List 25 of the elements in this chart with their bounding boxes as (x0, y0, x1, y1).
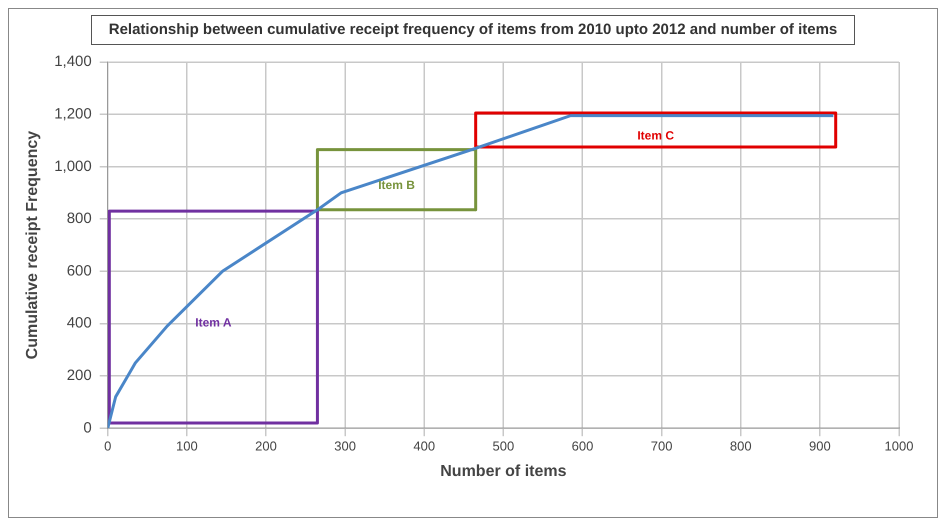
series-label: Item C (637, 128, 674, 142)
x-tick-label: 600 (572, 438, 594, 454)
y-tick-label: 1,000 (54, 158, 92, 175)
x-axis-title: Number of items (440, 462, 567, 480)
x-tick-label: 0 (104, 438, 112, 454)
y-tick-label: 200 (66, 367, 92, 384)
x-tick-label: 900 (809, 438, 831, 454)
y-tick-label: 600 (66, 262, 92, 280)
x-tick-label: 700 (650, 438, 672, 454)
x-tick-label: 800 (730, 438, 752, 454)
y-tick-label: 0 (83, 419, 92, 436)
x-tick-label: 200 (255, 438, 277, 454)
chart-title: Relationship between cumulative receipt frequency of items from 2010 upto 2012 and number of items (91, 15, 855, 45)
y-tick-label: 1,200 (54, 105, 92, 122)
y-tick-label: 400 (66, 314, 92, 332)
y-tick-label: 800 (66, 210, 92, 228)
x-tick-label: 500 (492, 438, 514, 454)
text: Item A (195, 315, 232, 330)
x-tick-label: 1000 (884, 438, 914, 454)
x-tick-label: 300 (334, 438, 356, 454)
text: Item B (378, 178, 416, 192)
x-tick-label: 100 (176, 438, 198, 454)
y-tick-label: 1,400 (54, 53, 92, 70)
x-tick-label: 400 (413, 438, 436, 454)
y-axis-title: Cumulative receipt Frequency (24, 130, 42, 360)
